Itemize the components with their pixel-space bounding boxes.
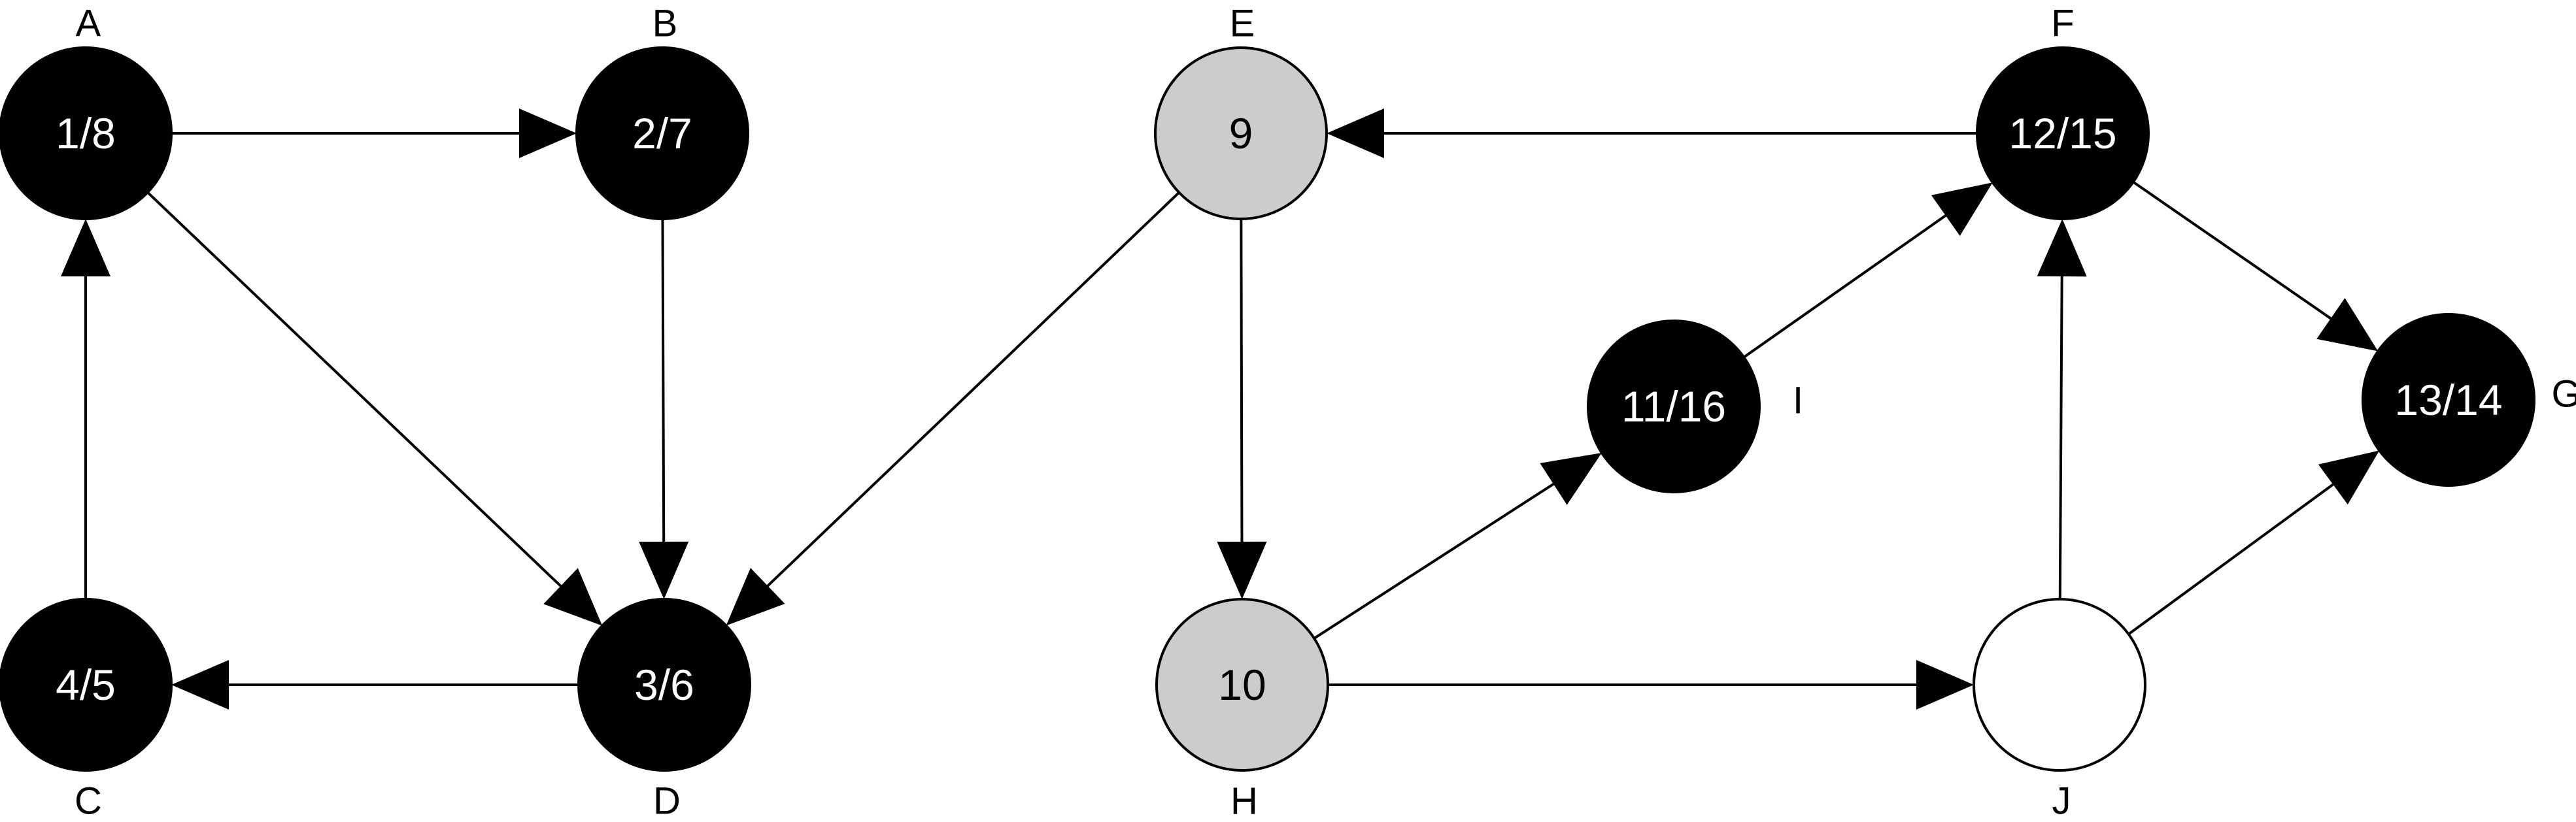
edge-line	[661, 218, 666, 542]
edge-line	[766, 191, 1180, 587]
edge-f-g	[2132, 180, 2379, 352]
edge-line	[146, 191, 562, 587]
arrowhead-icon	[1931, 182, 1993, 236]
edge-a-d	[146, 191, 603, 626]
node-i: 11/16 I	[1587, 320, 1803, 493]
node-value: 3/6	[634, 661, 694, 709]
arrowhead-icon	[2037, 218, 2087, 277]
arrowhead-icon	[2318, 450, 2380, 505]
edge-d-c	[171, 660, 579, 710]
node-value: 9	[1229, 109, 1253, 157]
edge-j-g	[2127, 450, 2380, 636]
node-value: 10	[1218, 661, 1266, 709]
edge-line	[2127, 483, 2334, 636]
node-d: 3/6 D	[577, 598, 751, 822]
edge-line	[1240, 218, 1244, 542]
node-circle	[1154, 46, 1328, 220]
arrowhead-icon	[519, 108, 577, 158]
edge-i-f	[1743, 182, 1993, 359]
arrowhead-icon	[1916, 660, 1974, 710]
node-circle	[0, 46, 173, 220]
arrowhead-icon	[1217, 541, 1267, 600]
node-label: A	[76, 3, 101, 45]
arrowhead-icon	[2316, 298, 2379, 352]
node-circle	[1973, 598, 2146, 772]
node-b: 2/7 B	[575, 3, 749, 220]
edge-e-d	[726, 191, 1180, 626]
edge-a-b	[171, 108, 577, 158]
node-value: 2/7	[632, 109, 692, 157]
node-value: 4/5	[56, 661, 116, 709]
node-circle	[575, 46, 749, 220]
node-value: 1/8	[56, 109, 116, 157]
arrowhead-icon	[61, 219, 110, 276]
node-g: 13/14 G	[2362, 313, 2576, 487]
node-label: H	[1230, 780, 1258, 822]
node-value: 13/14	[2394, 376, 2502, 424]
node-h: 10 H	[1155, 598, 1329, 822]
node-circle	[1587, 320, 1761, 493]
edge-f-e	[1327, 108, 1977, 158]
node-label: F	[2051, 3, 2074, 45]
node-a: 1/8 A	[0, 3, 173, 220]
edge-b-d	[639, 218, 689, 600]
node-c: 4/5 C	[0, 598, 173, 822]
edge-line	[1313, 483, 1555, 640]
edge-line	[2132, 180, 2332, 320]
edge-j-f	[2037, 218, 2087, 600]
edge-e-h	[1217, 218, 1267, 600]
node-label: C	[75, 780, 102, 822]
edge-line	[1743, 214, 1946, 359]
edge-h-i	[1313, 453, 1602, 640]
arrowhead-icon	[171, 660, 229, 710]
node-e: 9E	[1154, 3, 1328, 220]
edge-c-a	[61, 219, 110, 599]
edge-h-j	[1328, 660, 1974, 710]
node-j: J	[1973, 598, 2146, 822]
node-label: I	[1793, 380, 1803, 422]
node-label: B	[652, 3, 678, 45]
arrowhead-icon	[726, 568, 785, 626]
arrowhead-icon	[1327, 108, 1384, 158]
node-label: E	[1230, 3, 1255, 45]
node-label: D	[653, 780, 681, 822]
edges-layer	[61, 108, 2380, 710]
node-circle	[2362, 313, 2535, 487]
edge-line	[2058, 276, 2063, 600]
node-value: 12/15	[2008, 109, 2116, 157]
node-f: 12/15 F	[1976, 3, 2150, 220]
arrowhead-icon	[1540, 453, 1602, 505]
node-label: G	[2551, 373, 2576, 416]
arrowhead-icon	[543, 568, 603, 626]
node-circle	[577, 598, 751, 772]
arrowhead-icon	[639, 541, 689, 600]
node-circle	[0, 598, 173, 772]
node-value: 11/16	[1621, 382, 1726, 431]
node-circle	[1155, 598, 1329, 772]
node-label: J	[2052, 780, 2071, 822]
node-circle	[1976, 46, 2150, 220]
